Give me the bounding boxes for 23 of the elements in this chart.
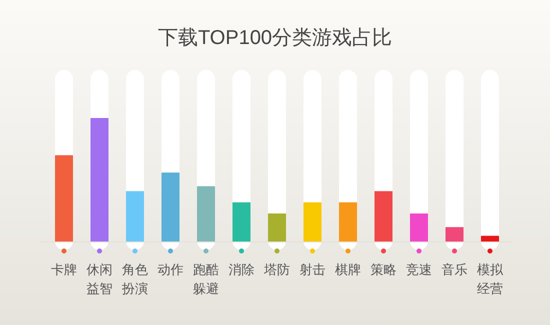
x-tick-label: 塔防 [263,262,290,277]
bar [268,213,286,242]
x-tick-label: 跑酷躲避 [193,262,219,296]
x-tick-label: 棋牌 [335,262,361,277]
bar [446,227,464,242]
bar [374,191,392,242]
x-tick-label: 休闲益智 [86,262,112,296]
x-tick-label: 模拟经营 [477,262,504,296]
bar [197,186,215,242]
bar [304,202,322,242]
x-tick-label: 角色扮演 [121,262,148,296]
bar [339,202,357,242]
x-tick-label: 射击 [300,262,326,277]
x-tick-label: 消除 [228,262,254,277]
bar [126,191,144,242]
bar [410,213,428,242]
chart-title: 下载TOP100分类游戏占比 [158,27,392,49]
bar [232,202,250,242]
x-tick-label: 策略 [370,262,396,277]
x-tick-label: 卡牌 [51,262,77,277]
x-tick-label: 音乐 [442,262,468,277]
x-tick-label: 竞速 [406,262,432,277]
x-tick-label: 动作 [158,262,184,277]
